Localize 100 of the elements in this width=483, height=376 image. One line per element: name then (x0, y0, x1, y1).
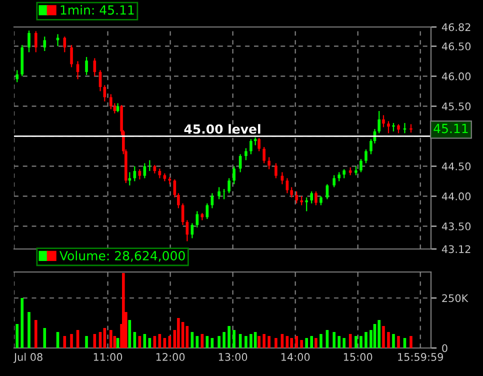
candlestick (103, 84, 106, 102)
candlestick (332, 174, 336, 188)
bar (320, 334, 322, 348)
y-tick-label: 43.12 (442, 245, 470, 254)
candlestick (262, 146, 266, 164)
candlestick (360, 158, 362, 173)
candlestick (232, 166, 236, 185)
bar (177, 318, 180, 348)
candlestick (76, 60, 80, 80)
bar (274, 338, 278, 348)
bar (332, 332, 336, 348)
candlestick (138, 168, 142, 180)
bar (85, 336, 88, 348)
x-tick-label: 12:00 (156, 353, 185, 361)
y-tick-label: 45.50 (442, 102, 471, 110)
bar (262, 334, 266, 348)
bar (295, 336, 298, 348)
candlestick (70, 44, 73, 68)
y-tick-label: 250K (442, 294, 468, 302)
bar (109, 330, 112, 348)
candlestick (222, 188, 226, 200)
bar (354, 336, 358, 348)
bar (70, 334, 73, 348)
candlestick (143, 162, 146, 179)
candlestick (290, 186, 293, 198)
candlestick (28, 30, 30, 53)
y-tick-label: 43.50 (442, 222, 471, 230)
candlestick (228, 178, 230, 194)
bar (338, 336, 341, 348)
candlestick (85, 56, 88, 76)
annotation: 45.11 (434, 124, 468, 134)
bar (342, 338, 346, 348)
candlestick (43, 36, 46, 52)
candlestick (93, 58, 96, 77)
bar (314, 338, 318, 348)
legend-label: Volume: 28,624,000 (60, 250, 185, 262)
legend-label: 1min: 45.11 (60, 5, 134, 15)
candlestick (63, 36, 66, 53)
candlestick (177, 192, 180, 209)
candlestick (109, 94, 112, 110)
candlestick (310, 190, 313, 204)
x-tick-label: 11:00 (94, 353, 122, 361)
bar (397, 336, 400, 348)
candlestick (218, 186, 220, 200)
candlestick (274, 162, 278, 179)
y-tick-label: 44.50 (442, 162, 471, 170)
bar (410, 336, 412, 348)
bar (218, 336, 220, 348)
x-tick-label: 15:00 (344, 353, 372, 361)
candlestick (387, 120, 390, 134)
bar (244, 336, 248, 348)
candlestick (128, 172, 132, 186)
candlestick (305, 196, 308, 212)
bar (310, 336, 313, 348)
x-tick-label: 14:00 (281, 353, 310, 361)
bar (228, 326, 230, 348)
bar (43, 328, 46, 348)
bar (364, 332, 368, 348)
candlestick (378, 110, 381, 134)
bar (268, 336, 270, 348)
candlestick (196, 210, 199, 228)
candlestick (250, 138, 252, 155)
candlestick (268, 156, 270, 170)
y-tick-label: 44.00 (442, 192, 471, 200)
bar (348, 334, 352, 348)
bar (63, 336, 66, 348)
bar (20, 298, 24, 348)
bar (300, 340, 303, 348)
bar (222, 332, 226, 348)
candlestick (314, 190, 318, 206)
bar (382, 326, 385, 348)
candlestick (382, 114, 385, 128)
y-tick-label: 46.00 (442, 72, 471, 80)
bar (28, 312, 30, 348)
x-tick-label: 15:59:59 (398, 353, 444, 361)
bar (378, 320, 381, 348)
bar (34, 320, 38, 348)
bar (93, 334, 96, 348)
y-tick-label: 46.82 (442, 23, 470, 32)
candlestick (181, 202, 184, 226)
bar (16, 324, 19, 348)
candlestick (173, 178, 176, 198)
bar (305, 338, 308, 348)
candlestick (34, 30, 38, 53)
candlestick (16, 70, 19, 83)
bar (232, 330, 236, 348)
bar (360, 336, 362, 348)
candlestick (295, 190, 298, 204)
candlestick (364, 148, 368, 164)
bar (258, 336, 260, 348)
bar (392, 334, 395, 348)
x-tick-label: Jul 08 (13, 352, 42, 363)
x-tick-label: 13:00 (218, 353, 248, 361)
candlestick (258, 137, 260, 152)
bar (122, 273, 125, 348)
bar (103, 328, 106, 348)
bar (387, 332, 390, 348)
candlestick (244, 148, 248, 161)
bar (290, 338, 293, 348)
y-tick-label: 0 (442, 344, 448, 352)
